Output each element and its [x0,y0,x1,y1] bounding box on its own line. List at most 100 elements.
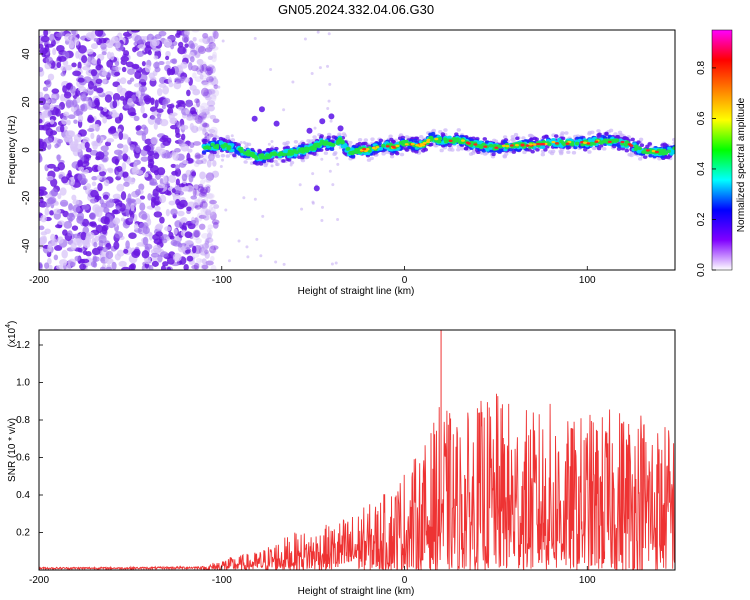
noise-blob [174,164,180,170]
noise-blob [147,149,155,156]
signal-peak [404,143,409,146]
noise-blob [176,121,181,129]
noise-blob [205,47,213,53]
noise-blob [140,156,149,162]
signal-cell [442,137,448,141]
signal-peak [501,144,506,148]
noise-blob [193,162,200,168]
snr-scale-base: (x10 [7,327,18,347]
noise-blob [204,75,213,80]
noise-blob [46,257,52,265]
noise-blob [189,142,195,148]
noise-blob [194,198,201,206]
signal-cell [596,146,602,151]
noise-blob [112,100,118,109]
noise-speck [326,64,330,68]
noise-blob [57,220,65,225]
signal-peak [483,145,488,148]
signal-cell [637,146,643,151]
noise-blob [131,250,140,259]
noise-blob [205,193,214,199]
noise-blob [67,230,73,237]
signal-cell [246,142,252,147]
noise-blob [105,39,114,49]
noise-blob [206,35,216,44]
noise-blob [188,40,194,49]
noise-blob [113,71,121,77]
signal-cell [337,137,343,142]
noise-blob [170,163,177,168]
signal-cell [300,150,306,154]
signal-cell [540,152,546,157]
noise-blob [139,195,146,200]
signal-cell [510,138,515,142]
noise-blob [212,118,220,124]
noise-blob [154,205,161,212]
noise-blob [150,199,156,209]
signal-cell [276,152,282,157]
noise-blob [142,113,148,119]
noise-blob [125,209,131,218]
noise-blob [177,242,183,248]
signal-cell [551,137,556,142]
noise-speck [328,169,332,173]
noise-blob [198,38,207,43]
noise-blob [56,264,64,270]
noise-blob [197,46,207,55]
noise-blob [50,188,58,197]
noise-blob [44,44,49,53]
noise-blob [82,137,90,143]
noise-blob [98,37,107,44]
noise-blob [135,188,141,196]
signal-cell [221,145,226,149]
signal-cell [447,135,452,140]
noise-blob [202,127,207,136]
signal-cell [666,149,671,154]
signal-cell [502,154,507,158]
noise-blob [183,263,189,270]
noise-blob [206,89,216,95]
noise-blob [39,186,47,192]
noise-blob [129,77,135,82]
noise-blob [131,63,140,70]
noise-blob [128,264,135,270]
signal-cell [511,150,517,154]
noise-blob [125,61,134,68]
noise-blob [199,186,209,194]
noise-blob [198,112,207,119]
noise-blob [89,212,97,221]
signal-cell [215,154,221,159]
noise-blob [72,204,81,213]
noise-blob [197,185,205,193]
noise-blob [160,251,169,258]
noise-blob [180,133,186,141]
signal-cell [351,150,356,154]
noise-blob [51,238,58,247]
noise-speck [282,108,286,112]
noise-blob [180,76,186,82]
signal-cell [669,152,674,156]
noise-blob [194,76,203,83]
signal-cell [261,156,267,160]
noise-blob [143,145,152,152]
signal-cell [485,148,490,152]
noise-blob [205,107,210,114]
noise-blob [91,123,98,129]
noise-blob [71,30,77,35]
signal-cell [206,145,211,150]
signal-peak [410,142,415,146]
noise-blob [87,80,95,90]
noise-blob [190,107,196,115]
noise-blob [49,104,54,111]
noise-speck [253,36,257,40]
y-tick-label: 40 [21,48,32,60]
noise-blob [115,40,121,49]
signal-cell [249,152,255,157]
noise-blob [127,136,132,146]
y-tick-label: -20 [21,190,32,205]
noise-speck [270,140,274,144]
signal-cell [327,141,333,146]
noise-blob [205,184,211,189]
signal-cell [543,147,548,152]
signal-peak [371,146,376,150]
